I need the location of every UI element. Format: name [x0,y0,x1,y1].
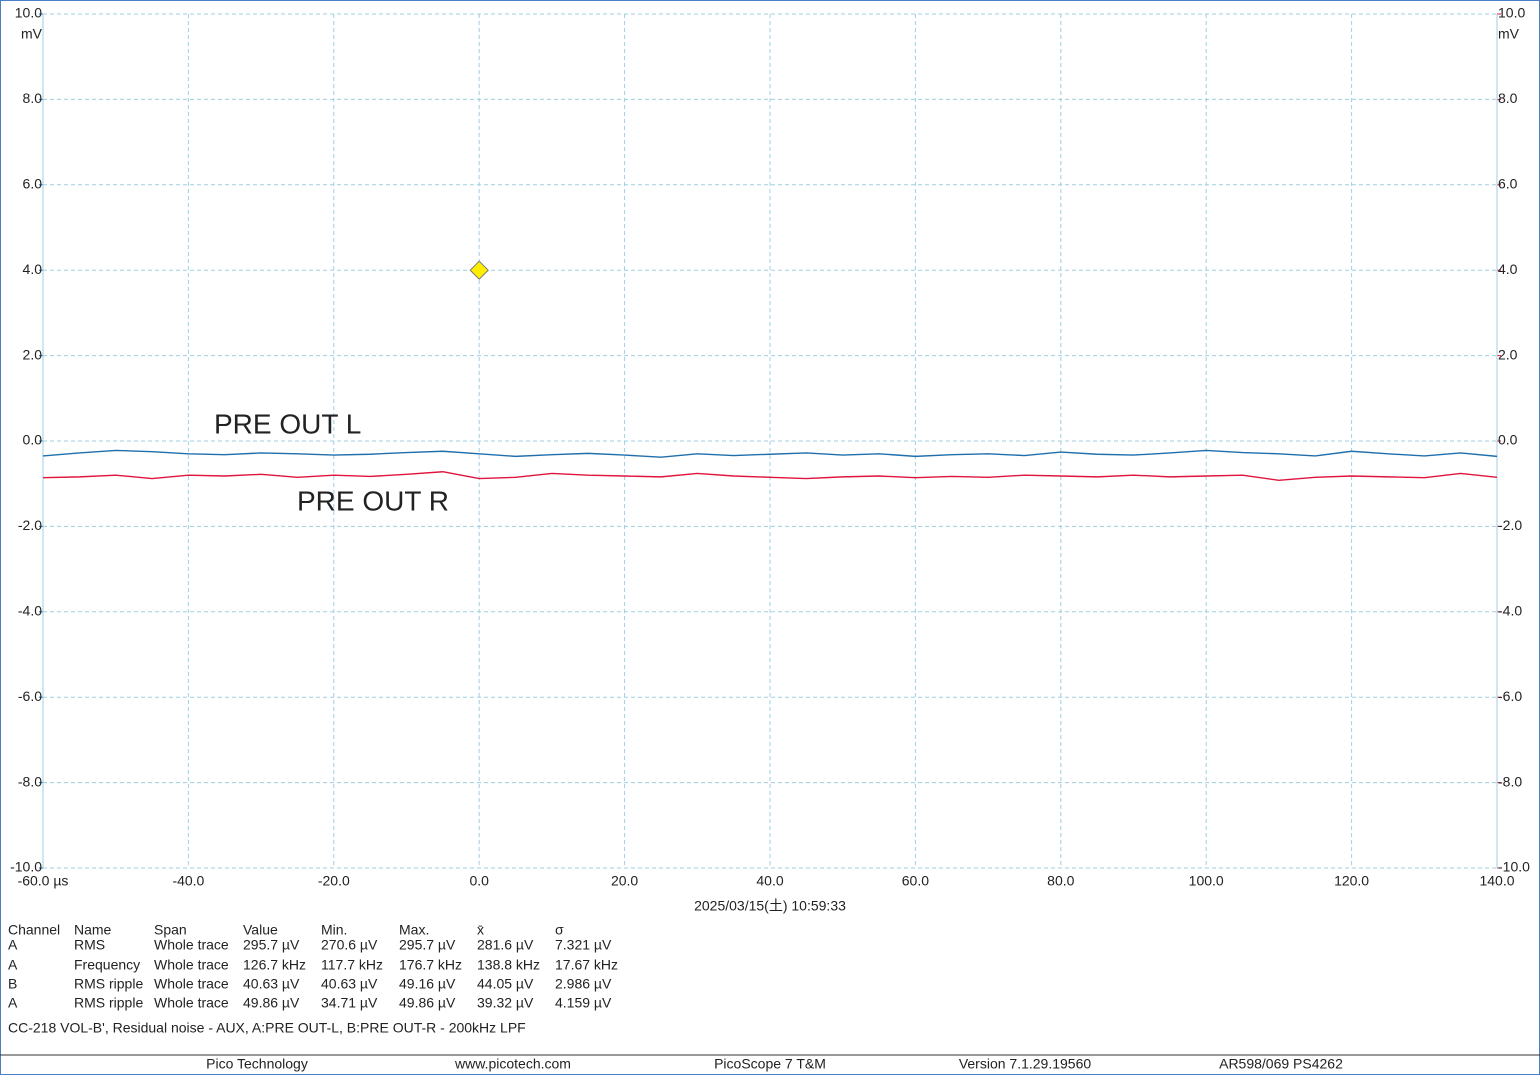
x-tick-label: 40.0 [756,873,783,889]
table-cell: RMS [74,937,105,953]
trace [42,449,1498,458]
y2-tick-label: -4.0 [1498,603,1522,619]
x-tick-label: 120.0 [1334,873,1369,889]
table-cell: 281.6 µV [477,937,534,953]
y2-unit: mV [1498,26,1520,42]
column-header: Min. [321,922,347,938]
trace-label: PRE OUT R [297,485,449,516]
trace-label: PRE OUT L [214,408,361,439]
x-tick-label: 100.0 [1189,873,1224,889]
column-header: x̄ [477,922,484,938]
y-tick-label: -2.0 [18,517,42,533]
y-tick-label: 6.0 [23,176,43,192]
table-cell: 117.7 kHz [321,957,383,973]
y-tick-label: 10.0 [15,5,42,21]
table-cell: RMS ripple [74,976,143,992]
table-cell: 17.67 kHz [555,957,618,973]
table-cell: 138.8 kHz [477,957,540,973]
y2-tick-label: -10.0 [1498,859,1530,875]
table-cell: A [8,995,18,1011]
column-header: Value [243,922,278,938]
table-cell: 295.7 µV [243,937,300,953]
x-tick-label: -20.0 [318,873,350,889]
footer-item: www.picotech.com [454,1056,571,1072]
footer-item: AR598/069 PS4262 [1219,1056,1343,1072]
table-cell: RMS ripple [74,995,143,1011]
y2-tick-label: 4.0 [1498,261,1518,277]
table-cell: 4.159 µV [555,995,612,1011]
table-cell: Frequency [74,957,140,973]
footer-item: PicoScope 7 T&M [714,1056,826,1072]
column-header: Span [154,922,187,938]
caption: CC-218 VOL-B', Residual noise - AUX, A:P… [8,1020,526,1036]
table-cell: Whole trace [154,937,229,953]
table-cell: A [8,937,18,953]
table-cell: 34.71 µV [321,995,378,1011]
table-cell: B [8,976,17,992]
y-tick-label: -10.0 [10,859,42,875]
table-cell: 270.6 µV [321,937,378,953]
table-cell: 49.86 µV [399,995,456,1011]
x-tick-label: 60.0 [902,873,929,889]
table-cell: 49.16 µV [399,976,456,992]
column-header: σ [555,922,564,938]
table-cell: 49.86 µV [243,995,300,1011]
table-cell: Whole trace [154,957,229,973]
y2-tick-label: 8.0 [1498,90,1518,106]
table-cell: 7.321 µV [555,937,612,953]
trace [42,471,1498,481]
y2-tick-label: 6.0 [1498,176,1518,192]
y2-tick-label: 2.0 [1498,346,1518,362]
table-cell: 40.63 µV [321,976,378,992]
x-tick-label: 80.0 [1047,873,1074,889]
table-cell: 295.7 µV [399,937,456,953]
x-tick-label: 0.0 [469,873,489,889]
y2-tick-label: -2.0 [1498,517,1522,533]
y-tick-label: 8.0 [23,90,43,106]
column-header: Channel [8,922,60,938]
y-tick-label: -4.0 [18,603,42,619]
timestamp: 2025/03/15(土) 10:59:33 [694,898,846,914]
column-header: Name [74,922,112,938]
table-cell: 126.7 kHz [243,957,306,973]
x-tick-label: 20.0 [611,873,638,889]
y2-tick-label: -6.0 [1498,688,1522,704]
table-cell: 40.63 µV [243,976,300,992]
table-cell: 176.7 kHz [399,957,462,973]
table-cell: A [8,957,18,973]
y-tick-label: 0.0 [23,432,43,448]
table-cell: 39.32 µV [477,995,534,1011]
x-tick-label: 140.0 [1479,873,1514,889]
table-cell: 44.05 µV [477,976,534,992]
column-header: Max. [399,922,429,938]
footer-item: Pico Technology [206,1056,308,1072]
x-tick-label: -40.0 [172,873,204,889]
footer-item: Version 7.1.29.19560 [959,1056,1092,1072]
y-tick-label: 4.0 [23,261,43,277]
trigger-marker [469,260,489,280]
y-unit: mV [21,26,43,42]
y2-tick-label: -8.0 [1498,773,1522,789]
y-tick-label: 2.0 [23,346,43,362]
y-tick-label: -8.0 [18,773,42,789]
table-cell: Whole trace [154,976,229,992]
y2-tick-label: 10.0 [1498,5,1525,21]
y2-tick-label: 0.0 [1498,432,1518,448]
x-tick-label: -60.0 µs [18,873,69,889]
y-tick-label: -6.0 [18,688,42,704]
table-cell: 2.986 µV [555,976,612,992]
table-cell: Whole trace [154,995,229,1011]
